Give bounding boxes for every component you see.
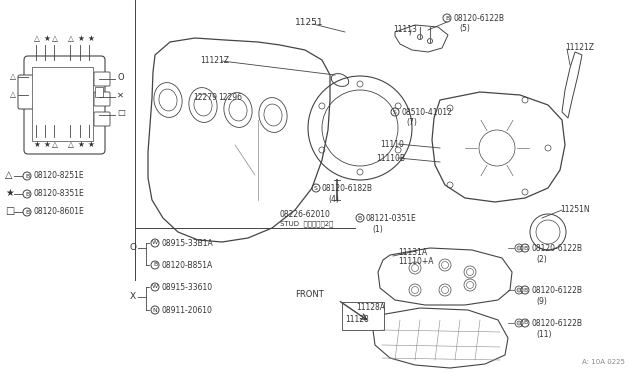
Text: 12296: 12296 bbox=[218, 93, 242, 102]
Text: B: B bbox=[25, 209, 29, 215]
Text: STUD  スタッド（2）: STUD スタッド（2） bbox=[280, 220, 333, 227]
Text: ★: ★ bbox=[87, 140, 94, 149]
Text: X: X bbox=[130, 292, 136, 301]
Text: B: B bbox=[153, 263, 157, 267]
Text: O: O bbox=[130, 243, 137, 252]
Text: 08120-6122B: 08120-6122B bbox=[531, 286, 582, 295]
Text: B: B bbox=[25, 192, 29, 196]
FancyBboxPatch shape bbox=[95, 87, 103, 97]
Text: ★: ★ bbox=[43, 34, 50, 43]
Text: 08120-8601E: 08120-8601E bbox=[33, 207, 84, 216]
Text: 08120-B851A: 08120-B851A bbox=[161, 261, 212, 270]
Text: ★: ★ bbox=[78, 140, 85, 149]
Text: 08121-0351E: 08121-0351E bbox=[366, 214, 417, 223]
FancyBboxPatch shape bbox=[32, 67, 93, 141]
Text: A: 10A 0225: A: 10A 0225 bbox=[582, 359, 625, 365]
Text: B: B bbox=[523, 288, 527, 292]
Text: (11): (11) bbox=[536, 330, 552, 339]
Circle shape bbox=[517, 246, 521, 250]
Text: (4): (4) bbox=[328, 195, 339, 204]
Text: 08510-41012: 08510-41012 bbox=[401, 108, 452, 117]
Text: □: □ bbox=[5, 206, 14, 216]
FancyBboxPatch shape bbox=[94, 112, 110, 126]
Text: 12279: 12279 bbox=[193, 93, 217, 102]
Text: B: B bbox=[25, 173, 29, 179]
FancyBboxPatch shape bbox=[342, 302, 384, 330]
Text: 11121Z: 11121Z bbox=[565, 43, 594, 52]
Text: 08120-6122B: 08120-6122B bbox=[531, 319, 582, 328]
Text: 08120-6182B: 08120-6182B bbox=[322, 184, 373, 193]
Text: 11121Z: 11121Z bbox=[200, 56, 229, 65]
Text: B: B bbox=[523, 246, 527, 250]
Text: 11110: 11110 bbox=[380, 140, 404, 149]
Text: △: △ bbox=[10, 71, 16, 80]
Text: 11113: 11113 bbox=[393, 25, 417, 34]
Text: □: □ bbox=[117, 109, 125, 118]
Text: ✕: ✕ bbox=[117, 90, 124, 99]
Text: 11128: 11128 bbox=[345, 315, 369, 324]
Text: (7): (7) bbox=[406, 118, 417, 127]
Circle shape bbox=[517, 321, 521, 325]
Text: ★: ★ bbox=[5, 188, 13, 198]
Text: 11131A: 11131A bbox=[398, 248, 427, 257]
Text: △: △ bbox=[68, 34, 74, 43]
Text: B: B bbox=[523, 321, 527, 326]
Circle shape bbox=[417, 35, 422, 39]
Text: N: N bbox=[152, 308, 157, 312]
Text: △: △ bbox=[34, 34, 40, 43]
Text: 08120-6122B: 08120-6122B bbox=[453, 14, 504, 23]
Circle shape bbox=[428, 38, 433, 44]
Text: S: S bbox=[393, 109, 397, 115]
Text: 08911-20610: 08911-20610 bbox=[161, 306, 212, 315]
FancyBboxPatch shape bbox=[94, 72, 110, 86]
Text: O: O bbox=[117, 73, 124, 81]
Text: 08915-33610: 08915-33610 bbox=[161, 283, 212, 292]
Text: 11251N: 11251N bbox=[560, 205, 589, 214]
Text: 11110+A: 11110+A bbox=[398, 257, 433, 266]
Text: 11128A: 11128A bbox=[356, 303, 385, 312]
Text: S: S bbox=[314, 186, 318, 190]
Text: ★: ★ bbox=[43, 140, 50, 149]
Text: △: △ bbox=[5, 170, 13, 180]
Text: 08120-8351E: 08120-8351E bbox=[33, 189, 84, 198]
Text: B: B bbox=[445, 16, 449, 20]
Text: FRONT: FRONT bbox=[295, 290, 324, 299]
Text: △: △ bbox=[52, 140, 58, 149]
Text: 11110B: 11110B bbox=[376, 154, 405, 163]
Text: △: △ bbox=[10, 90, 16, 99]
FancyBboxPatch shape bbox=[94, 92, 110, 106]
FancyBboxPatch shape bbox=[18, 75, 34, 109]
Text: 08120-6122B: 08120-6122B bbox=[531, 244, 582, 253]
Circle shape bbox=[517, 288, 521, 292]
Text: 08226-62010: 08226-62010 bbox=[280, 210, 331, 219]
Text: W: W bbox=[152, 241, 158, 246]
Text: (5): (5) bbox=[459, 24, 470, 33]
Text: ★: ★ bbox=[34, 140, 41, 149]
Text: ★: ★ bbox=[87, 34, 94, 43]
Text: W: W bbox=[152, 285, 158, 289]
Text: (9): (9) bbox=[536, 297, 547, 306]
Text: ★: ★ bbox=[78, 34, 85, 43]
Text: △: △ bbox=[68, 140, 74, 149]
Text: 08120-8251E: 08120-8251E bbox=[33, 171, 84, 180]
Text: (1): (1) bbox=[372, 225, 383, 234]
Text: (2): (2) bbox=[536, 255, 547, 264]
Text: △: △ bbox=[52, 34, 58, 43]
Text: 08915-33B1A: 08915-33B1A bbox=[161, 239, 212, 248]
Text: 11251: 11251 bbox=[295, 18, 324, 27]
FancyBboxPatch shape bbox=[24, 56, 105, 154]
Text: B: B bbox=[358, 215, 362, 221]
